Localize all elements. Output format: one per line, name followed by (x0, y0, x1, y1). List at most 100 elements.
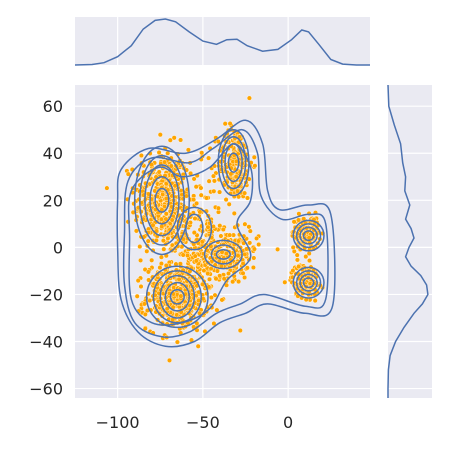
scatter-point (213, 276, 219, 282)
y-axis-tick-labels: −60 −40 −20 0 20 40 60 (29, 97, 63, 398)
scatter-point (246, 224, 252, 230)
scatter-point (244, 265, 250, 271)
scatter-point (134, 293, 140, 299)
scatter-point (156, 169, 162, 175)
scatter-point (294, 257, 300, 263)
scatter-point (256, 241, 262, 247)
kde-contour-line (302, 230, 315, 242)
scatter-point (161, 203, 167, 209)
y-tick-label: 0 (53, 238, 63, 257)
scatter-point (162, 159, 168, 165)
kde-outer-contour (116, 119, 336, 348)
scatter-point (157, 265, 163, 271)
scatter-point (214, 268, 220, 274)
scatter-point (208, 266, 214, 272)
x-tick-label: −50 (186, 413, 220, 432)
scatter-point (217, 273, 223, 279)
scatter-point (312, 298, 318, 304)
kde-contour-line (152, 270, 202, 324)
scatter-point (164, 306, 170, 312)
scatter-point (254, 235, 260, 241)
scatter-point (217, 223, 223, 229)
y-tick-label: −20 (29, 285, 63, 304)
scatter-point (212, 292, 218, 298)
scatter-point (149, 257, 155, 263)
scatter-point (158, 254, 164, 260)
scatter-point (206, 155, 212, 161)
scatter-point (180, 252, 186, 258)
scatter-point (193, 258, 199, 264)
scatter-point (205, 224, 211, 230)
scatter-point (215, 205, 221, 211)
scatter-point (191, 197, 197, 203)
scatter-point (237, 328, 243, 334)
kde-contour-line (215, 248, 231, 260)
scatter-point (192, 253, 198, 259)
y-tick-label: 20 (43, 191, 63, 210)
scatter-point (244, 195, 250, 201)
scatter-point (247, 240, 253, 246)
scatter-point (163, 211, 169, 217)
scatter-point (184, 252, 190, 258)
scatter-point (171, 135, 177, 141)
kde-contour-line (302, 277, 315, 289)
kde-contour-line (227, 152, 240, 173)
scatter-point (199, 150, 205, 156)
scatter-point (158, 216, 164, 222)
scatter-point (223, 197, 229, 203)
scatter-point (240, 270, 246, 276)
kde-contour-line (292, 219, 325, 252)
scatter-point (137, 244, 143, 250)
scatter-point (307, 258, 313, 264)
scatter-point (296, 217, 302, 223)
scatter-point (211, 321, 217, 327)
scatter-point (138, 284, 144, 290)
scatter-point (160, 238, 166, 244)
top-marginal-kde-curve (74, 18, 370, 66)
scatter-point (166, 357, 172, 363)
scatter-point (235, 238, 241, 244)
scatter-point (242, 190, 248, 196)
scatter-point (153, 237, 159, 243)
scatter-point (206, 178, 212, 184)
scatter-point (178, 137, 184, 143)
kde-contour-line (176, 206, 213, 251)
kde-contour-line (133, 145, 190, 256)
scatter-point (135, 278, 141, 284)
scatter-point (208, 295, 214, 301)
scatter-point (294, 252, 300, 258)
scatter-point (169, 217, 175, 223)
scatter-point (251, 246, 257, 252)
scatter-point (136, 196, 142, 202)
scatter-point (240, 261, 246, 267)
scatter-point (185, 147, 191, 153)
scatter-point (142, 311, 148, 317)
kde-contour-line (139, 154, 185, 246)
scatter-point (191, 176, 197, 182)
scatter-point (230, 279, 236, 285)
scatter-point (192, 215, 198, 221)
scatter-point (198, 192, 204, 198)
y-tick-label: 40 (43, 144, 63, 163)
scatter-point (247, 228, 253, 234)
x-tick-label: 0 (283, 413, 293, 432)
scatter-point (296, 264, 302, 270)
scatter-point (193, 184, 199, 190)
scatter-point (138, 152, 144, 158)
scatter-point (290, 268, 296, 274)
scatter-point (168, 163, 174, 169)
kde-contour-line (210, 244, 237, 265)
scatter-point (275, 246, 281, 252)
scatter-point (156, 149, 162, 155)
scatter-point (211, 178, 217, 184)
scatter-point (160, 191, 166, 197)
scatter-point (145, 269, 151, 275)
scatter-point (303, 254, 309, 260)
scatter-point (236, 279, 242, 285)
scatter-point (145, 238, 151, 244)
scatter-point (178, 293, 184, 299)
kde-contour-line (295, 223, 322, 249)
scatter-point (217, 189, 223, 195)
x-axis-tick-labels: −100 −50 0 (96, 413, 294, 432)
